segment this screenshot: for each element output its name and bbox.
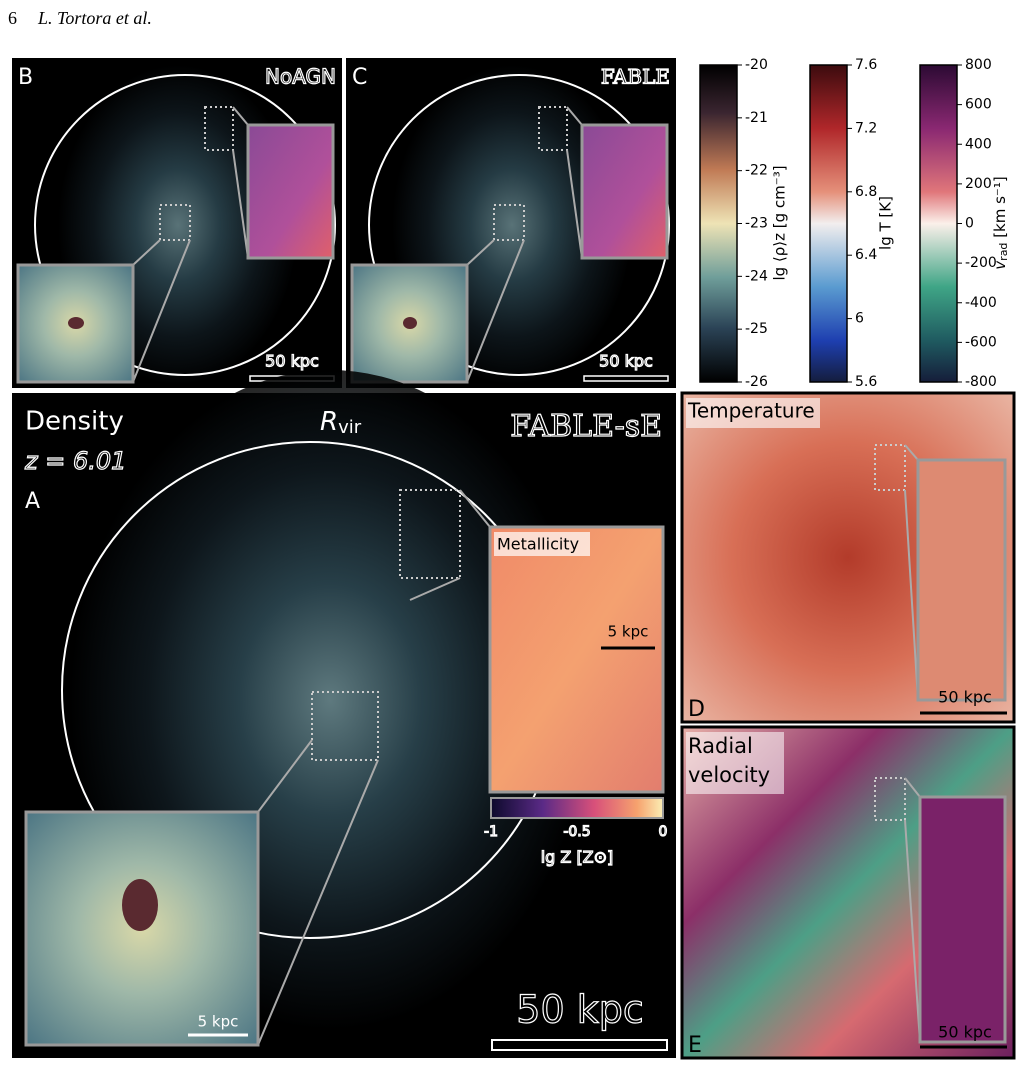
- colorbar-tick-label: 7.6: [855, 57, 877, 73]
- metallicity-inset: [580, 123, 669, 260]
- page-number: 6: [8, 8, 17, 28]
- colorbar-tick-label: 0: [965, 216, 974, 232]
- zoom-box: [874, 777, 906, 821]
- metallicity-colorbar: [490, 797, 664, 819]
- colorbar-tick-label: 7.2: [855, 120, 877, 136]
- metallicity-tick-label: 0: [659, 824, 668, 840]
- colorbar: [699, 64, 738, 383]
- metallicity-inset: [488, 525, 665, 794]
- core: [122, 879, 158, 931]
- connector: [904, 444, 919, 701]
- field-title: Temperature: [687, 399, 815, 423]
- rvir-circle: [34, 74, 336, 376]
- run-label: FABLE: [601, 65, 670, 89]
- colorbar-tick-label: -24: [745, 268, 768, 284]
- colorbar-tick-label: -22: [745, 163, 768, 179]
- rvir-symbol: R: [320, 407, 338, 437]
- connector: [466, 106, 583, 383]
- core: [68, 317, 84, 329]
- authors: L. Tortora et al.: [37, 8, 152, 28]
- label-bg: [686, 398, 820, 428]
- label-sub: rad: [997, 243, 1010, 261]
- colorbar-tick-label: 600: [965, 97, 992, 113]
- metallicity-ticks: -1 -0.5 0: [483, 823, 668, 840]
- connector: [132, 106, 249, 383]
- scale-label: 50 kpc: [938, 1023, 992, 1042]
- field-title-line: velocity: [688, 763, 770, 787]
- run-label: NoAGN: [265, 65, 336, 89]
- panel-a: Metallicity 5 kpc -1 -0.5 0 lg Z [Z⊙] 5 kp…: [12, 370, 676, 1058]
- panel-d: Temperature D 50 kpc: [680, 391, 1016, 724]
- colorbar-tick-label: -26: [745, 374, 768, 390]
- panel-c: C FABLE 50 kpc: [346, 58, 676, 388]
- scale-label: 50 kpc: [599, 352, 653, 371]
- zoom-box: [538, 106, 568, 151]
- zoom-box: [399, 489, 461, 579]
- zoom-box: [874, 444, 906, 491]
- colorbar-tick-label: 6.4: [855, 247, 877, 263]
- zoom-box: [311, 691, 379, 761]
- colorbar-tick-label: -800: [965, 374, 997, 390]
- scale-label: 50 kpc: [265, 352, 319, 371]
- colorbar-tick-label: 200: [965, 176, 992, 192]
- scale-bar: [491, 1039, 668, 1051]
- colorbar-tick-label: -400: [965, 295, 997, 311]
- field-title: Density: [25, 407, 124, 437]
- inset-title: Metallicity: [497, 535, 579, 554]
- panel-letter: B: [18, 65, 33, 90]
- inset-scale-label: 5 kpc: [608, 623, 649, 641]
- velocity-inset: [918, 795, 1007, 1044]
- rvir-label: Rvir: [320, 407, 362, 439]
- colorbar: [919, 64, 958, 383]
- metallicity-tick-label: -1: [484, 824, 498, 840]
- metallicity-label: lg Z [Z⊙]: [541, 848, 614, 867]
- label-part: [km s⁻¹]: [991, 176, 1009, 242]
- colorbar-tick-label: -20: [745, 57, 768, 73]
- panel-letter: D: [688, 697, 705, 722]
- colorbar-tick-label: 800: [965, 57, 992, 73]
- colorbar-label: lg T [K]: [877, 196, 895, 250]
- label-bg: [494, 532, 590, 556]
- colorbar-tick-label: -200: [965, 255, 997, 271]
- colorbar-tick-label: 6.8: [855, 184, 877, 200]
- colorbar-tick-label: -23: [745, 216, 768, 232]
- temperature-inset: [916, 458, 1007, 702]
- panel-e: Radial velocity E 50 kpc: [680, 725, 1016, 1060]
- colorbar-tick-label: 400: [965, 136, 992, 152]
- colorbar-label: lg ⟨ρ⟩z [g cm⁻³]: [771, 165, 789, 280]
- colorbar-tick-label: 6: [855, 311, 864, 327]
- label-bg: [686, 732, 784, 794]
- scale-label: 50 kpc: [938, 688, 992, 707]
- panel-b: B NoAGN 50 kpc: [12, 58, 342, 388]
- zoom-box: [204, 106, 234, 151]
- metallicity-inset: [246, 123, 335, 260]
- panel-letter: E: [688, 1033, 702, 1058]
- zoom-scale-label: 5 kpc: [198, 1013, 239, 1031]
- zoom-box: [159, 204, 191, 241]
- scale-label: 50 kpc: [516, 988, 643, 1032]
- connector: [904, 777, 921, 1043]
- metallicity-tick-label: -0.5: [563, 824, 590, 840]
- colorbar-tick-label: 5.6: [855, 374, 877, 390]
- field-title-line: Radial: [688, 734, 753, 758]
- panel-letter: A: [25, 489, 40, 514]
- colorbar-tick-label: -25: [745, 321, 768, 337]
- scale-bar: [583, 375, 669, 382]
- colorbar-label: vrad [km s⁻¹]: [991, 176, 1011, 269]
- zoom-box: [493, 204, 525, 241]
- colorbar: [809, 64, 848, 383]
- run-label: FABLE-sE: [510, 409, 662, 444]
- label-part: v: [991, 260, 1009, 270]
- core: [403, 317, 417, 329]
- colorbar-tick-label: -21: [745, 110, 768, 126]
- connector: [257, 489, 491, 1046]
- rvir-sub: vir: [338, 417, 362, 438]
- redshift: z = 6.01: [24, 447, 126, 475]
- rvir-circle: [368, 74, 670, 376]
- colorbars: lg ⟨ρ⟩z [g cm⁻³] lg T [K] vrad [km s⁻¹] …: [699, 57, 1011, 390]
- panel-letter: C: [352, 65, 367, 90]
- colorbar-tick-label: -600: [965, 334, 997, 350]
